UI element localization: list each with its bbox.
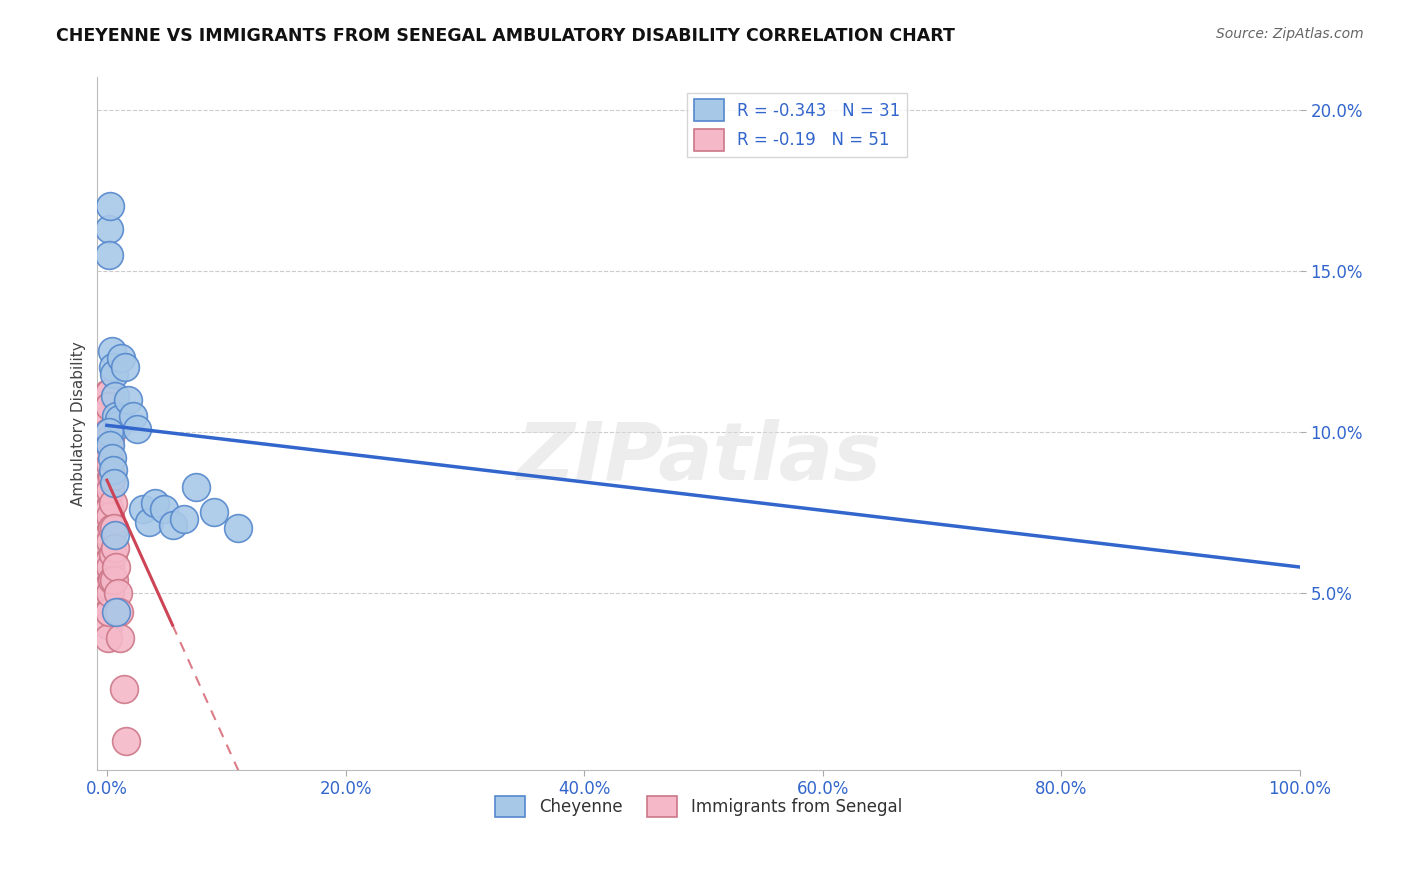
Legend: Cheyenne, Immigrants from Senegal: Cheyenne, Immigrants from Senegal [489, 789, 908, 824]
Point [97, 437, 120, 451]
Point [108, 412, 131, 426]
Point [97, 541, 120, 555]
Point [100, 199, 122, 213]
Point [226, 521, 249, 535]
Point [98, 553, 121, 567]
Point [98, 502, 121, 516]
Point [97, 553, 120, 567]
Point [104, 528, 127, 542]
Point [98, 386, 121, 401]
Point [103, 367, 125, 381]
Point [98, 399, 121, 413]
Text: Source: ZipAtlas.com: Source: ZipAtlas.com [1216, 27, 1364, 41]
Point [114, 360, 136, 375]
Point [97, 399, 120, 413]
Point [103, 476, 125, 491]
Point [101, 360, 124, 375]
Text: CHEYENNE VS IMMIGRANTS FROM SENEGAL AMBULATORY DISABILITY CORRELATION CHART: CHEYENNE VS IMMIGRANTS FROM SENEGAL AMBU… [56, 27, 955, 45]
Point [98, 528, 121, 542]
Point [108, 631, 131, 645]
Point [100, 431, 122, 445]
Point [98, 222, 121, 236]
Point [202, 505, 225, 519]
Point [104, 389, 127, 403]
Point [101, 547, 124, 561]
Point [97, 592, 120, 607]
Point [97, 528, 120, 542]
Point [100, 521, 122, 535]
Y-axis label: Ambulatory Disability: Ambulatory Disability [72, 342, 86, 506]
Point [110, 351, 132, 365]
Point [100, 457, 122, 471]
Point [186, 479, 208, 493]
Point [97, 631, 120, 645]
Point [100, 508, 122, 523]
Point [173, 512, 195, 526]
Point [117, 392, 139, 407]
Point [100, 573, 122, 587]
Point [100, 470, 122, 484]
Point [97, 502, 120, 516]
Point [100, 437, 122, 451]
Point [98, 579, 121, 593]
Point [115, 734, 138, 748]
Point [98, 425, 121, 439]
Point [100, 534, 122, 549]
Point [97, 515, 120, 529]
Point [138, 515, 160, 529]
Point [101, 463, 124, 477]
Point [98, 247, 121, 261]
Point [98, 605, 121, 619]
Point [153, 502, 176, 516]
Point [122, 409, 145, 423]
Point [131, 502, 153, 516]
Point [125, 421, 148, 435]
Point [100, 586, 122, 600]
Point [98, 450, 121, 465]
Point [107, 586, 129, 600]
Point [103, 573, 125, 587]
Point [98, 476, 121, 491]
Point [97, 579, 120, 593]
Point [100, 450, 122, 465]
Point [104, 541, 127, 555]
Point [105, 605, 128, 619]
Point [97, 386, 120, 401]
Point [101, 495, 124, 509]
Point [97, 412, 120, 426]
Text: ZIPatlas: ZIPatlas [516, 419, 882, 498]
Point [97, 605, 120, 619]
Point [98, 425, 121, 439]
Point [97, 425, 120, 439]
Point [162, 518, 184, 533]
Point [97, 450, 120, 465]
Point [103, 521, 125, 535]
Point [97, 618, 120, 632]
Point [100, 344, 122, 359]
Point [97, 463, 120, 477]
Point [97, 489, 120, 503]
Point [108, 605, 131, 619]
Point [143, 495, 166, 509]
Point [97, 566, 120, 581]
Point [107, 418, 129, 433]
Point [105, 409, 128, 423]
Point [97, 476, 120, 491]
Point [105, 560, 128, 574]
Point [100, 483, 122, 497]
Point [100, 560, 122, 574]
Point [112, 682, 135, 697]
